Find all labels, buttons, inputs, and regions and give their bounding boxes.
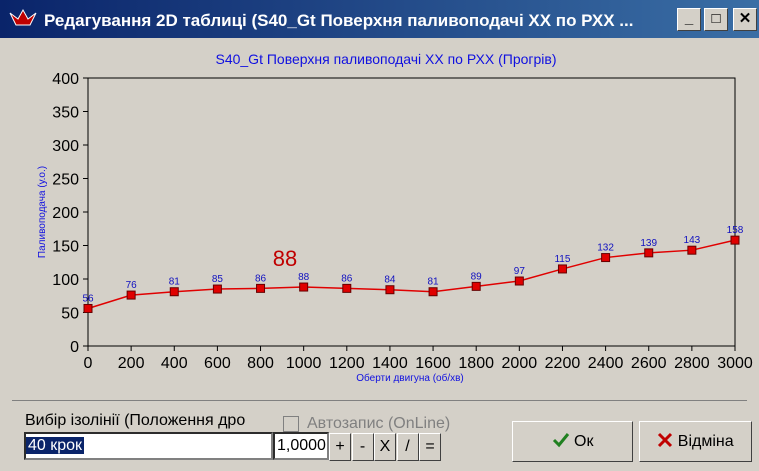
point <box>514 276 524 286</box>
data-label: 56 <box>82 293 94 304</box>
x-tick-label: 800 <box>247 355 274 372</box>
op-button[interactable]: / <box>396 433 419 461</box>
line <box>87 239 736 310</box>
minimize-button[interactable]: _ <box>677 8 701 31</box>
data-label: 89 <box>471 271 483 282</box>
y-tick-label: 400 <box>52 71 79 88</box>
ok-button[interactable]: Ок <box>512 421 633 462</box>
point <box>428 287 438 297</box>
x-tick-label: 3000 <box>717 355 753 372</box>
x-tick-label: 1400 <box>372 355 408 372</box>
y-tick-label: 50 <box>61 306 79 323</box>
autosave-label: Автозапис (OnLine) <box>307 415 451 432</box>
data-label: 81 <box>428 277 440 288</box>
ok-label: Ок <box>574 433 594 450</box>
close-button[interactable]: ✕ <box>733 8 757 31</box>
x-tick-label: 600 <box>204 355 231 372</box>
op-button[interactable]: - <box>351 433 374 461</box>
x-tick-label: 200 <box>118 355 145 372</box>
x-tick-label: 0 <box>84 355 93 372</box>
point <box>126 290 136 300</box>
data-label: 115 <box>554 254 570 265</box>
y-tick-label: 0 <box>70 339 79 356</box>
point <box>299 282 309 292</box>
plot-frame <box>87 77 736 347</box>
op-button[interactable]: = <box>419 433 441 461</box>
point <box>83 303 93 313</box>
cancel-label: Відміна <box>677 433 734 450</box>
point <box>256 283 266 293</box>
point <box>557 264 567 274</box>
data-label: 158 <box>727 225 744 236</box>
data-label: 86 <box>255 273 267 284</box>
x-tick-label: 400 <box>161 355 188 372</box>
data-label: 97 <box>514 266 526 277</box>
x-axis-label: Оберти двигуна (об/хв) <box>356 372 464 384</box>
point <box>644 248 654 258</box>
data-label: 85 <box>212 274 224 285</box>
isoline-input[interactable]: 40 крок <box>24 432 273 460</box>
chart: S40_Gt Поверхня паливоподачі ХХ по РХХ (… <box>37 51 753 384</box>
y-tick-label: 100 <box>52 272 79 289</box>
x-tick-label: 1800 <box>458 355 494 372</box>
title-bar: Редагування 2D таблиці (S40_Gt Поверхня … <box>0 0 759 38</box>
autosave-checkbox[interactable] <box>283 416 299 432</box>
data-label: 76 <box>126 280 138 291</box>
point <box>342 283 352 293</box>
data-label: 86 <box>341 273 353 284</box>
highlight-value: 88 <box>273 246 297 271</box>
x-tick-label: 1200 <box>329 355 365 372</box>
point <box>730 235 740 245</box>
x-tick-label: 2600 <box>631 355 667 372</box>
app-icon <box>9 8 37 26</box>
x-tick-label: 2200 <box>545 355 581 372</box>
data-label: 81 <box>169 277 181 288</box>
y-tick-label: 350 <box>52 105 79 122</box>
separator <box>12 400 747 402</box>
data-label: 88 <box>298 272 310 283</box>
point <box>169 287 179 297</box>
data-label: 143 <box>684 235 701 246</box>
maximize-button[interactable]: □ <box>704 8 728 31</box>
y-tick-label: 300 <box>52 138 79 155</box>
ok-icon <box>552 433 569 448</box>
op-button[interactable]: X <box>374 433 396 461</box>
x-tick-label: 1000 <box>286 355 322 372</box>
op-button[interactable]: + <box>329 433 351 461</box>
y-axis-label: Паливоподача (у.о.) <box>37 166 48 258</box>
point <box>687 245 697 255</box>
y-tick-label: 250 <box>52 172 79 189</box>
point <box>212 284 222 294</box>
point <box>385 285 395 295</box>
isoline-value: 40 крок <box>26 437 85 454</box>
y-tick-label: 200 <box>52 205 79 222</box>
cancel-button[interactable]: Відміна <box>639 421 752 462</box>
data-label: 139 <box>640 238 657 249</box>
y-tick-label: 150 <box>52 239 79 256</box>
x-tick-label: 1600 <box>415 355 451 372</box>
x-tick-label: 2400 <box>588 355 624 372</box>
cancel-icon <box>658 432 673 448</box>
point <box>601 253 611 263</box>
data-label: 84 <box>384 275 396 286</box>
x-tick-label: 2000 <box>502 355 538 372</box>
point <box>471 281 481 291</box>
chart-title: S40_Gt Поверхня паливоподачі ХХ по РХХ (… <box>215 51 556 67</box>
step-value: 1,0000 <box>277 437 326 454</box>
x-tick-label: 2800 <box>674 355 710 372</box>
step-input[interactable]: 1,0000 <box>273 432 329 460</box>
window-title: Редагування 2D таблиці (S40_Gt Поверхня … <box>44 11 634 30</box>
data-label: 132 <box>597 243 614 254</box>
isoline-label: Вибір ізолінії (Положення дро <box>25 412 246 429</box>
